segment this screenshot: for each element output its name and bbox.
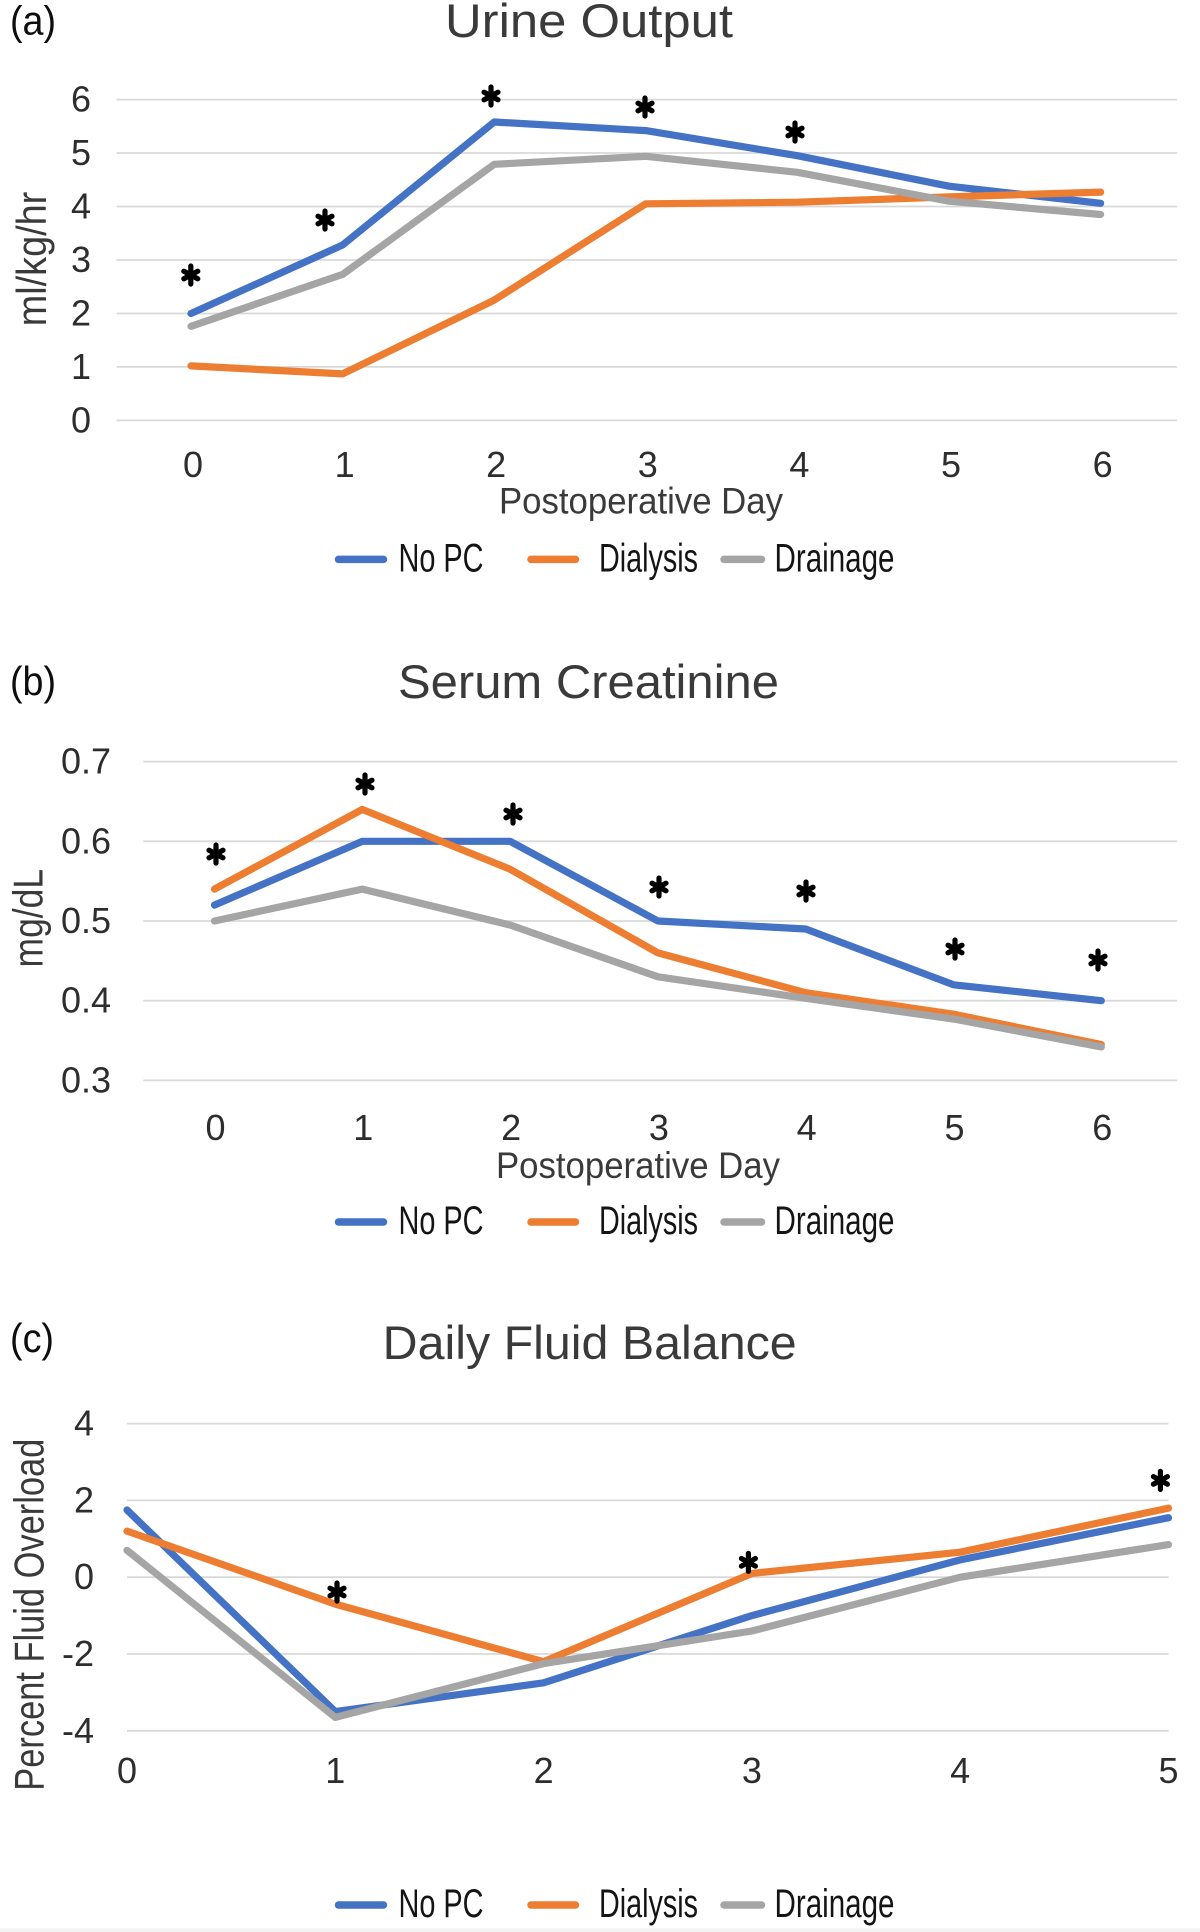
svg-text:Drainage: Drainage [775,536,895,580]
svg-text:Percent Fluid Overload: Percent Fluid Overload [6,1439,53,1791]
svg-text:2: 2 [501,1107,521,1148]
svg-text:0: 0 [117,1750,137,1791]
svg-text:5: 5 [71,132,91,173]
svg-text:Postoperative Day: Postoperative Day [499,481,783,522]
svg-text:1: 1 [353,1107,373,1148]
svg-text:0: 0 [205,1107,225,1148]
svg-text:1: 1 [325,1750,345,1791]
svg-text:ml/kg/hr: ml/kg/hr [8,192,55,327]
svg-text:0: 0 [71,399,91,440]
svg-text:Dialysis: Dialysis [599,536,698,580]
svg-text:5: 5 [941,444,961,485]
svg-text:5: 5 [1158,1750,1178,1791]
svg-text:4: 4 [797,1107,817,1148]
svg-text:6: 6 [1093,444,1113,485]
svg-text:0: 0 [74,1556,94,1597]
svg-text:Postoperative Day: Postoperative Day [496,1145,780,1186]
svg-text:Dialysis: Dialysis [599,1199,698,1243]
svg-text:4: 4 [74,1403,94,1444]
svg-text:3: 3 [71,239,91,280]
svg-text:No PC: No PC [399,1882,484,1926]
svg-text:Drainage: Drainage [775,1199,895,1243]
svg-text:Dialysis: Dialysis [599,1882,698,1926]
svg-text:mg/dL: mg/dL [5,869,52,968]
svg-text:0.3: 0.3 [61,1059,111,1100]
svg-text:4: 4 [71,186,91,227]
svg-text:Urine Output: Urine Output [445,0,733,47]
svg-text:5: 5 [944,1107,964,1148]
svg-text:4: 4 [789,444,809,485]
svg-text:-4: -4 [62,1710,94,1751]
svg-text:Daily Fluid Balance: Daily Fluid Balance [383,1316,797,1369]
svg-text:0.4: 0.4 [61,980,111,1021]
svg-text:-2: -2 [62,1633,94,1674]
svg-text:1: 1 [71,346,91,387]
svg-text:No PC: No PC [399,1199,484,1243]
svg-text:4: 4 [950,1750,970,1791]
svg-text:3: 3 [742,1750,762,1791]
svg-text:0.6: 0.6 [61,820,111,861]
svg-text:0: 0 [183,444,203,485]
svg-text:2: 2 [74,1479,94,1520]
svg-text:2: 2 [486,444,506,485]
svg-text:6: 6 [71,79,91,120]
svg-text:3: 3 [638,444,658,485]
svg-text:(c): (c) [10,1315,54,1361]
svg-text:2: 2 [71,293,91,334]
svg-text:(a): (a) [10,0,56,44]
svg-text:3: 3 [649,1107,669,1148]
svg-text:0.5: 0.5 [61,900,111,941]
svg-text:Serum Creatinine: Serum Creatinine [398,655,779,708]
svg-text:6: 6 [1092,1107,1112,1148]
svg-text:0.7: 0.7 [61,741,111,782]
svg-text:No PC: No PC [399,536,484,580]
svg-text:2: 2 [534,1750,554,1791]
svg-text:1: 1 [335,444,355,485]
svg-text:Drainage: Drainage [775,1882,895,1926]
svg-text:(b): (b) [10,658,56,704]
